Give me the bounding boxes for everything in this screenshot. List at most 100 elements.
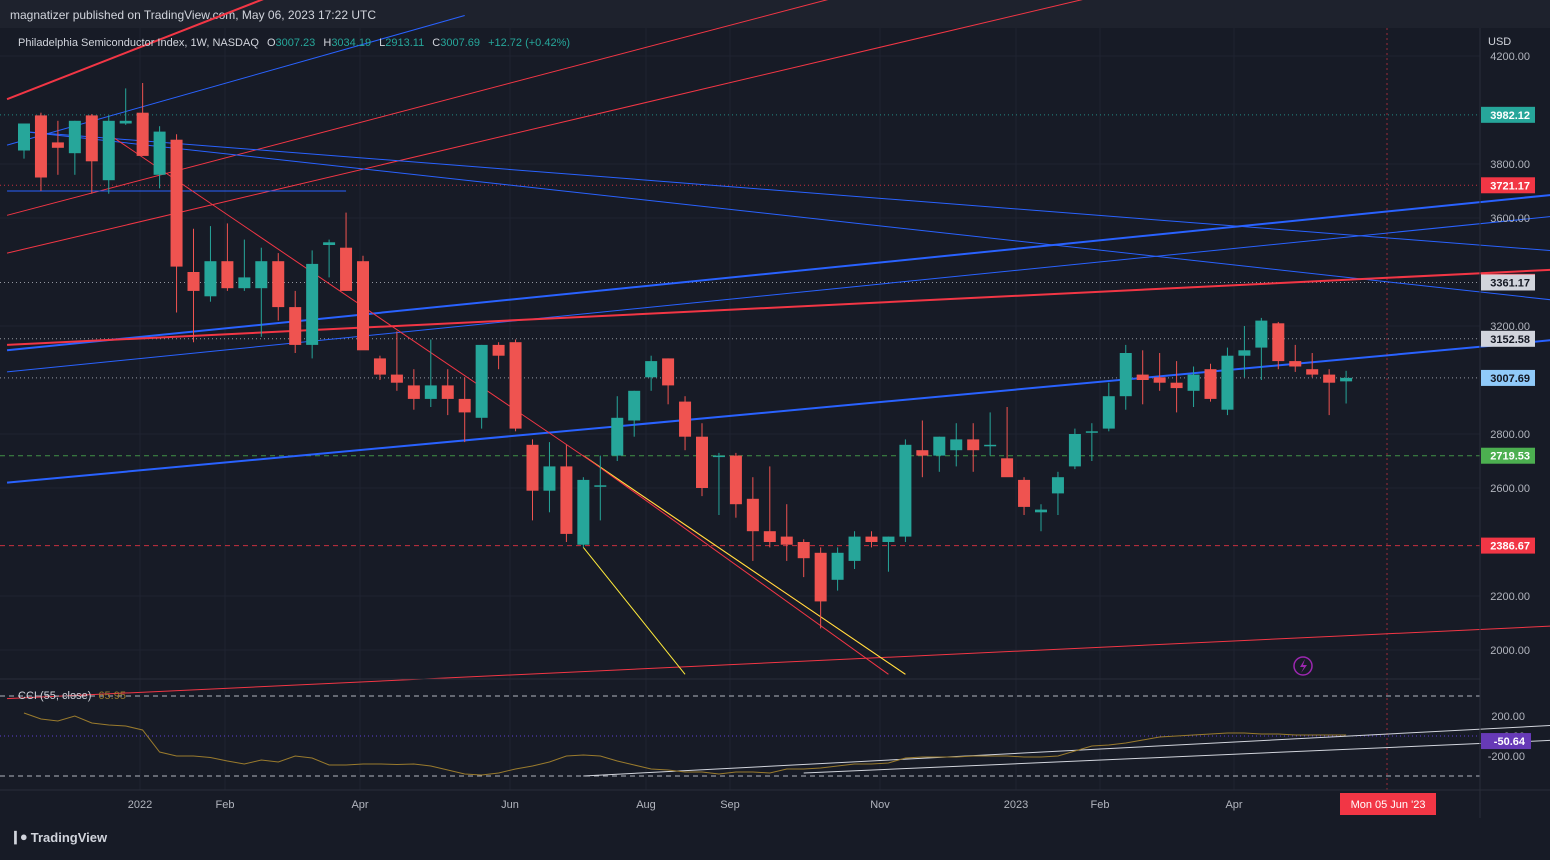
candle bbox=[187, 228, 200, 343]
publisher-text: magnatizer published on TradingView.com,… bbox=[10, 8, 376, 22]
candle-body bbox=[967, 439, 980, 451]
candle bbox=[1153, 353, 1166, 391]
price-label-badge: 3721.17 bbox=[1481, 177, 1535, 194]
candle-body bbox=[238, 277, 251, 289]
candle bbox=[390, 331, 403, 391]
time-tick-label: Aug bbox=[636, 799, 656, 811]
candle bbox=[509, 339, 522, 432]
svg-text:Philadelphia Semiconductor Ind: Philadelphia Semiconductor Index, 1W, NA… bbox=[18, 37, 570, 49]
candle bbox=[712, 452, 725, 515]
candle bbox=[1323, 369, 1336, 416]
candle-body bbox=[1289, 361, 1302, 367]
candle bbox=[594, 455, 607, 521]
price-tick-label: 4200.00 bbox=[1490, 51, 1530, 63]
candle bbox=[611, 396, 624, 461]
candle bbox=[950, 423, 963, 467]
candle bbox=[882, 536, 895, 572]
candle bbox=[1221, 347, 1234, 416]
candle bbox=[984, 412, 997, 456]
candle bbox=[526, 439, 539, 521]
candle-body bbox=[729, 455, 742, 505]
candle-body bbox=[340, 247, 353, 291]
lightning-icon[interactable] bbox=[1293, 656, 1313, 676]
price-tick-label: 3600.00 bbox=[1490, 213, 1530, 225]
candle-body bbox=[933, 436, 946, 456]
price-label-bg bbox=[1481, 369, 1535, 386]
price-label-bg bbox=[1481, 537, 1535, 554]
candle-body bbox=[712, 455, 725, 458]
candle-body bbox=[984, 444, 997, 447]
candle-body bbox=[323, 242, 336, 245]
price-label-text: 3982.12 bbox=[1490, 110, 1530, 122]
legend-open: 3007.23 bbox=[276, 37, 316, 49]
price-tick-label: 2200.00 bbox=[1490, 591, 1530, 603]
candle bbox=[645, 355, 658, 391]
candle-body bbox=[68, 120, 81, 154]
cci-tick-label: 200.00 bbox=[1491, 711, 1525, 723]
candle bbox=[136, 83, 149, 156]
candle bbox=[1306, 353, 1319, 378]
time-tick-label: Apr bbox=[351, 799, 368, 811]
candle bbox=[289, 290, 302, 353]
price-label-badge: 3152.58 bbox=[1481, 330, 1535, 347]
legend-close: 3007.69 bbox=[440, 37, 480, 49]
candle-body bbox=[662, 358, 675, 386]
time-tick-label: Jun bbox=[501, 799, 519, 811]
candle bbox=[306, 250, 319, 359]
candle bbox=[272, 253, 285, 321]
legend: Philadelphia Semiconductor Index, 1W, NA… bbox=[18, 37, 570, 49]
cci-line bbox=[23, 712, 1347, 776]
candle bbox=[204, 226, 217, 302]
price-label-text: 3007.69 bbox=[1490, 373, 1530, 385]
candle bbox=[1018, 477, 1031, 515]
candle bbox=[679, 396, 692, 451]
candle bbox=[933, 436, 946, 472]
candle-body bbox=[102, 120, 115, 181]
candle bbox=[357, 255, 369, 351]
candle bbox=[1255, 317, 1268, 380]
candle-body bbox=[1068, 434, 1081, 467]
price-labels: 3982.123721.173363.623361.173152.583007.… bbox=[1481, 106, 1535, 750]
candle-body bbox=[1238, 350, 1251, 356]
candle-body bbox=[1187, 374, 1200, 391]
candle-body bbox=[543, 466, 556, 491]
candle bbox=[1085, 423, 1098, 461]
candle bbox=[475, 344, 488, 429]
candle-body bbox=[441, 385, 454, 399]
candle bbox=[102, 115, 115, 194]
trend-line bbox=[6, 339, 1550, 484]
trend-line bbox=[6, 216, 1550, 373]
candle bbox=[458, 377, 471, 443]
candle bbox=[543, 442, 556, 513]
candle bbox=[814, 547, 827, 629]
time-tick-label: Apr bbox=[1225, 799, 1242, 811]
candle bbox=[560, 444, 573, 542]
time-axis[interactable]: 2022 Feb Apr Jun Aug Sep Nov 2023 Feb Apr Mon 05 J… bbox=[128, 793, 1436, 815]
legend-open-label: O bbox=[267, 37, 276, 49]
candle-body bbox=[272, 261, 285, 308]
tradingview-logo[interactable]: ❙● TradingView bbox=[10, 829, 107, 845]
trend-line bbox=[6, 0, 1083, 254]
candle-body bbox=[1051, 477, 1064, 494]
price-tick-label: 2600.00 bbox=[1490, 483, 1530, 495]
price-label-text: 2386.67 bbox=[1490, 541, 1530, 553]
candle-body bbox=[1136, 374, 1149, 380]
candle bbox=[1136, 350, 1149, 405]
grid-lines bbox=[0, 28, 1480, 790]
candle bbox=[797, 539, 810, 578]
price-tick-label: 2000.00 bbox=[1490, 645, 1530, 657]
candle bbox=[1119, 344, 1132, 410]
candle-body bbox=[645, 361, 658, 378]
trend-line bbox=[583, 455, 906, 675]
price-label-bg bbox=[1481, 274, 1535, 291]
candle-body bbox=[407, 385, 420, 399]
candle-body bbox=[1102, 396, 1115, 429]
candle-body bbox=[560, 466, 573, 534]
candle-body bbox=[509, 342, 522, 429]
candle bbox=[1272, 321, 1285, 370]
legend-close-label: C bbox=[432, 37, 440, 49]
price-axis[interactable]: 4200.00 3800.00 3600.00 3200.00 2800.00 2600.… bbox=[1488, 51, 1530, 763]
candle-body bbox=[204, 261, 217, 297]
